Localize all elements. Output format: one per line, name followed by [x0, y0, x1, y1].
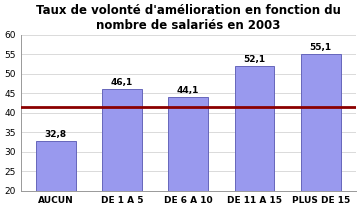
Text: 32,8: 32,8	[45, 130, 67, 139]
Bar	[168, 97, 208, 191]
Text: 52,1: 52,1	[243, 55, 266, 64]
Text: 44,1: 44,1	[177, 86, 199, 95]
Bar	[301, 54, 341, 191]
Bar	[235, 66, 274, 191]
Bar	[102, 89, 142, 191]
Title: Taux de volonté d'amélioration en fonction du
nombre de salariés en 2003: Taux de volonté d'amélioration en foncti…	[36, 4, 341, 32]
Bar	[36, 141, 76, 191]
Text: 46,1: 46,1	[111, 78, 133, 87]
Text: 55,1: 55,1	[310, 43, 332, 52]
